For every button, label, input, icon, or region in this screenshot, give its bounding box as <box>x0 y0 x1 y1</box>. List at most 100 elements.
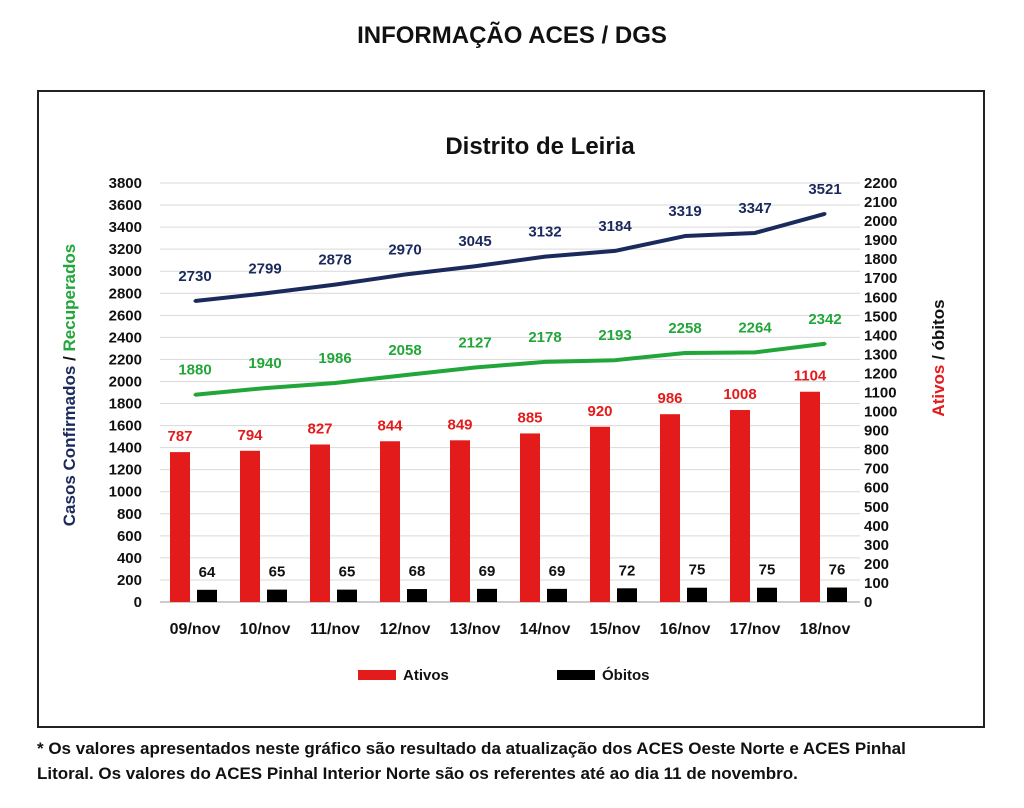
data-label-obitos: 75 <box>759 562 776 579</box>
data-label-recuperados: 1880 <box>178 362 211 379</box>
point-confirmados-16-nov <box>683 234 687 238</box>
bar-obitos-13-nov <box>477 588 497 602</box>
bar-ativos-13-nov <box>450 440 470 602</box>
right-tick-label: 1400 <box>864 327 897 344</box>
legend-swatch-obitos <box>557 670 595 680</box>
left-axis-label-recuperados: Recuperados <box>60 244 79 352</box>
data-label-confirmados: 3045 <box>458 233 491 250</box>
page-title: INFORMAÇÃO ACES / DGS <box>357 22 667 49</box>
left-axis-label-separator: / <box>60 351 79 365</box>
data-label-ativos: 794 <box>237 427 263 444</box>
point-confirmados-18-nov <box>823 212 827 216</box>
left-tick-label: 3600 <box>109 197 142 214</box>
left-tick-label: 600 <box>117 528 142 545</box>
bar-ativos-12-nov <box>380 441 400 602</box>
chart-title: Distrito de Leiria <box>445 133 635 160</box>
data-label-ativos: 986 <box>657 390 682 407</box>
left-axis-label-confirmados: Casos Confirmados <box>60 366 79 527</box>
point-recuperados-15-nov <box>613 358 617 362</box>
left-tick-label: 3000 <box>109 263 142 280</box>
left-tick-label: 2200 <box>109 351 142 368</box>
x-axis: 09/nov 10/nov 11/nov 12/nov 13/nov 14/nov 15/n… <box>170 621 851 638</box>
data-label-confirmados: 3319 <box>668 203 701 220</box>
point-recuperados-13-nov <box>473 365 477 369</box>
point-confirmados-17-nov <box>753 231 757 235</box>
x-tick-label: 14/nov <box>520 621 571 638</box>
point-recuperados-10-nov <box>263 386 267 390</box>
right-tick-label: 300 <box>864 537 889 554</box>
point-confirmados-12-nov <box>403 273 407 277</box>
data-label-ativos: 787 <box>167 428 192 445</box>
legend: Ativos Óbitos <box>358 666 650 684</box>
right-tick-label: 2100 <box>864 194 897 211</box>
right-tick-label: 200 <box>864 556 889 573</box>
left-tick-label: 1400 <box>109 440 142 457</box>
point-confirmados-15-nov <box>613 249 617 253</box>
bar-obitos-17-nov <box>757 587 777 602</box>
data-label-obitos: 75 <box>689 562 706 579</box>
point-recuperados-16-nov <box>683 351 687 355</box>
x-tick-label: 11/nov <box>310 621 360 638</box>
x-tick-label: 16/nov <box>660 621 711 638</box>
right-tick-label: 700 <box>864 461 889 478</box>
bar-ativos-16-nov <box>660 414 680 602</box>
x-tick-label: 17/nov <box>730 621 781 638</box>
x-tick-label: 09/nov <box>170 621 221 638</box>
footnote-line-2: Litoral. Os valores do ACES Pinhal Inter… <box>37 764 798 783</box>
left-tick-label: 3800 <box>109 175 142 192</box>
data-label-obitos: 72 <box>619 562 636 579</box>
line-recuperados <box>194 341 826 397</box>
right-axis-label-obitos: óbitos <box>929 299 948 350</box>
point-confirmados-11-nov <box>333 283 337 287</box>
chart-frame <box>37 90 985 728</box>
left-tick-label: 2600 <box>109 307 142 324</box>
data-label-obitos: 69 <box>549 563 566 580</box>
bar-ativos-11-nov <box>310 444 330 602</box>
right-tick-label: 1000 <box>864 404 897 421</box>
bar-ativos-15-nov <box>590 426 610 602</box>
bar-obitos-15-nov <box>617 588 637 602</box>
lines <box>193 211 827 397</box>
x-tick-label: 10/nov <box>240 621 291 638</box>
point-recuperados-17-nov <box>753 350 757 354</box>
data-label-ativos: 1008 <box>723 386 756 403</box>
right-tick-label: 400 <box>864 518 889 535</box>
left-tick-label: 1800 <box>109 396 142 413</box>
data-label-recuperados: 1986 <box>318 350 351 367</box>
right-tick-label: 1800 <box>864 251 897 268</box>
data-label-obitos: 68 <box>409 563 426 580</box>
x-tick-label: 18/nov <box>800 621 851 638</box>
data-label-confirmados: 2799 <box>248 260 281 277</box>
data-label-obitos: 65 <box>269 564 286 581</box>
point-recuperados-14-nov <box>543 360 547 364</box>
bar-obitos-10-nov <box>267 589 287 602</box>
data-label-recuperados: 2193 <box>598 327 631 344</box>
data-label-recuperados: 2258 <box>668 320 701 337</box>
x-tick-label: 12/nov <box>380 621 431 638</box>
left-axis-label: Casos Confirmados / Recuperados <box>60 244 79 526</box>
bar-obitos-18-nov <box>827 587 847 602</box>
legend-label-ativos: Ativos <box>403 667 449 684</box>
right-tick-label: 1600 <box>864 289 897 306</box>
data-label-recuperados: 2342 <box>808 311 841 328</box>
data-label-confirmados: 3184 <box>598 218 632 235</box>
point-recuperados-09-nov <box>193 393 197 397</box>
bars <box>170 391 847 602</box>
legend-swatch-ativos <box>358 670 396 680</box>
left-tick-label: 2800 <box>109 285 142 302</box>
point-recuperados-18-nov <box>823 342 827 346</box>
right-tick-label: 0 <box>864 594 872 611</box>
x-tick-label: 15/nov <box>590 621 641 638</box>
left-tick-label: 1000 <box>109 484 142 501</box>
bar-ativos-09-nov <box>170 452 190 602</box>
legend-label-obitos: Óbitos <box>602 666 650 684</box>
data-label-recuperados: 2178 <box>528 329 561 346</box>
left-tick-label: 2000 <box>109 373 142 390</box>
bar-obitos-11-nov <box>337 589 357 602</box>
bar-obitos-14-nov <box>547 588 567 602</box>
data-label-recuperados: 2127 <box>458 334 491 351</box>
data-label-confirmados: 2878 <box>318 252 351 269</box>
right-tick-label: 1200 <box>864 365 897 382</box>
point-confirmados-14-nov <box>543 255 547 259</box>
